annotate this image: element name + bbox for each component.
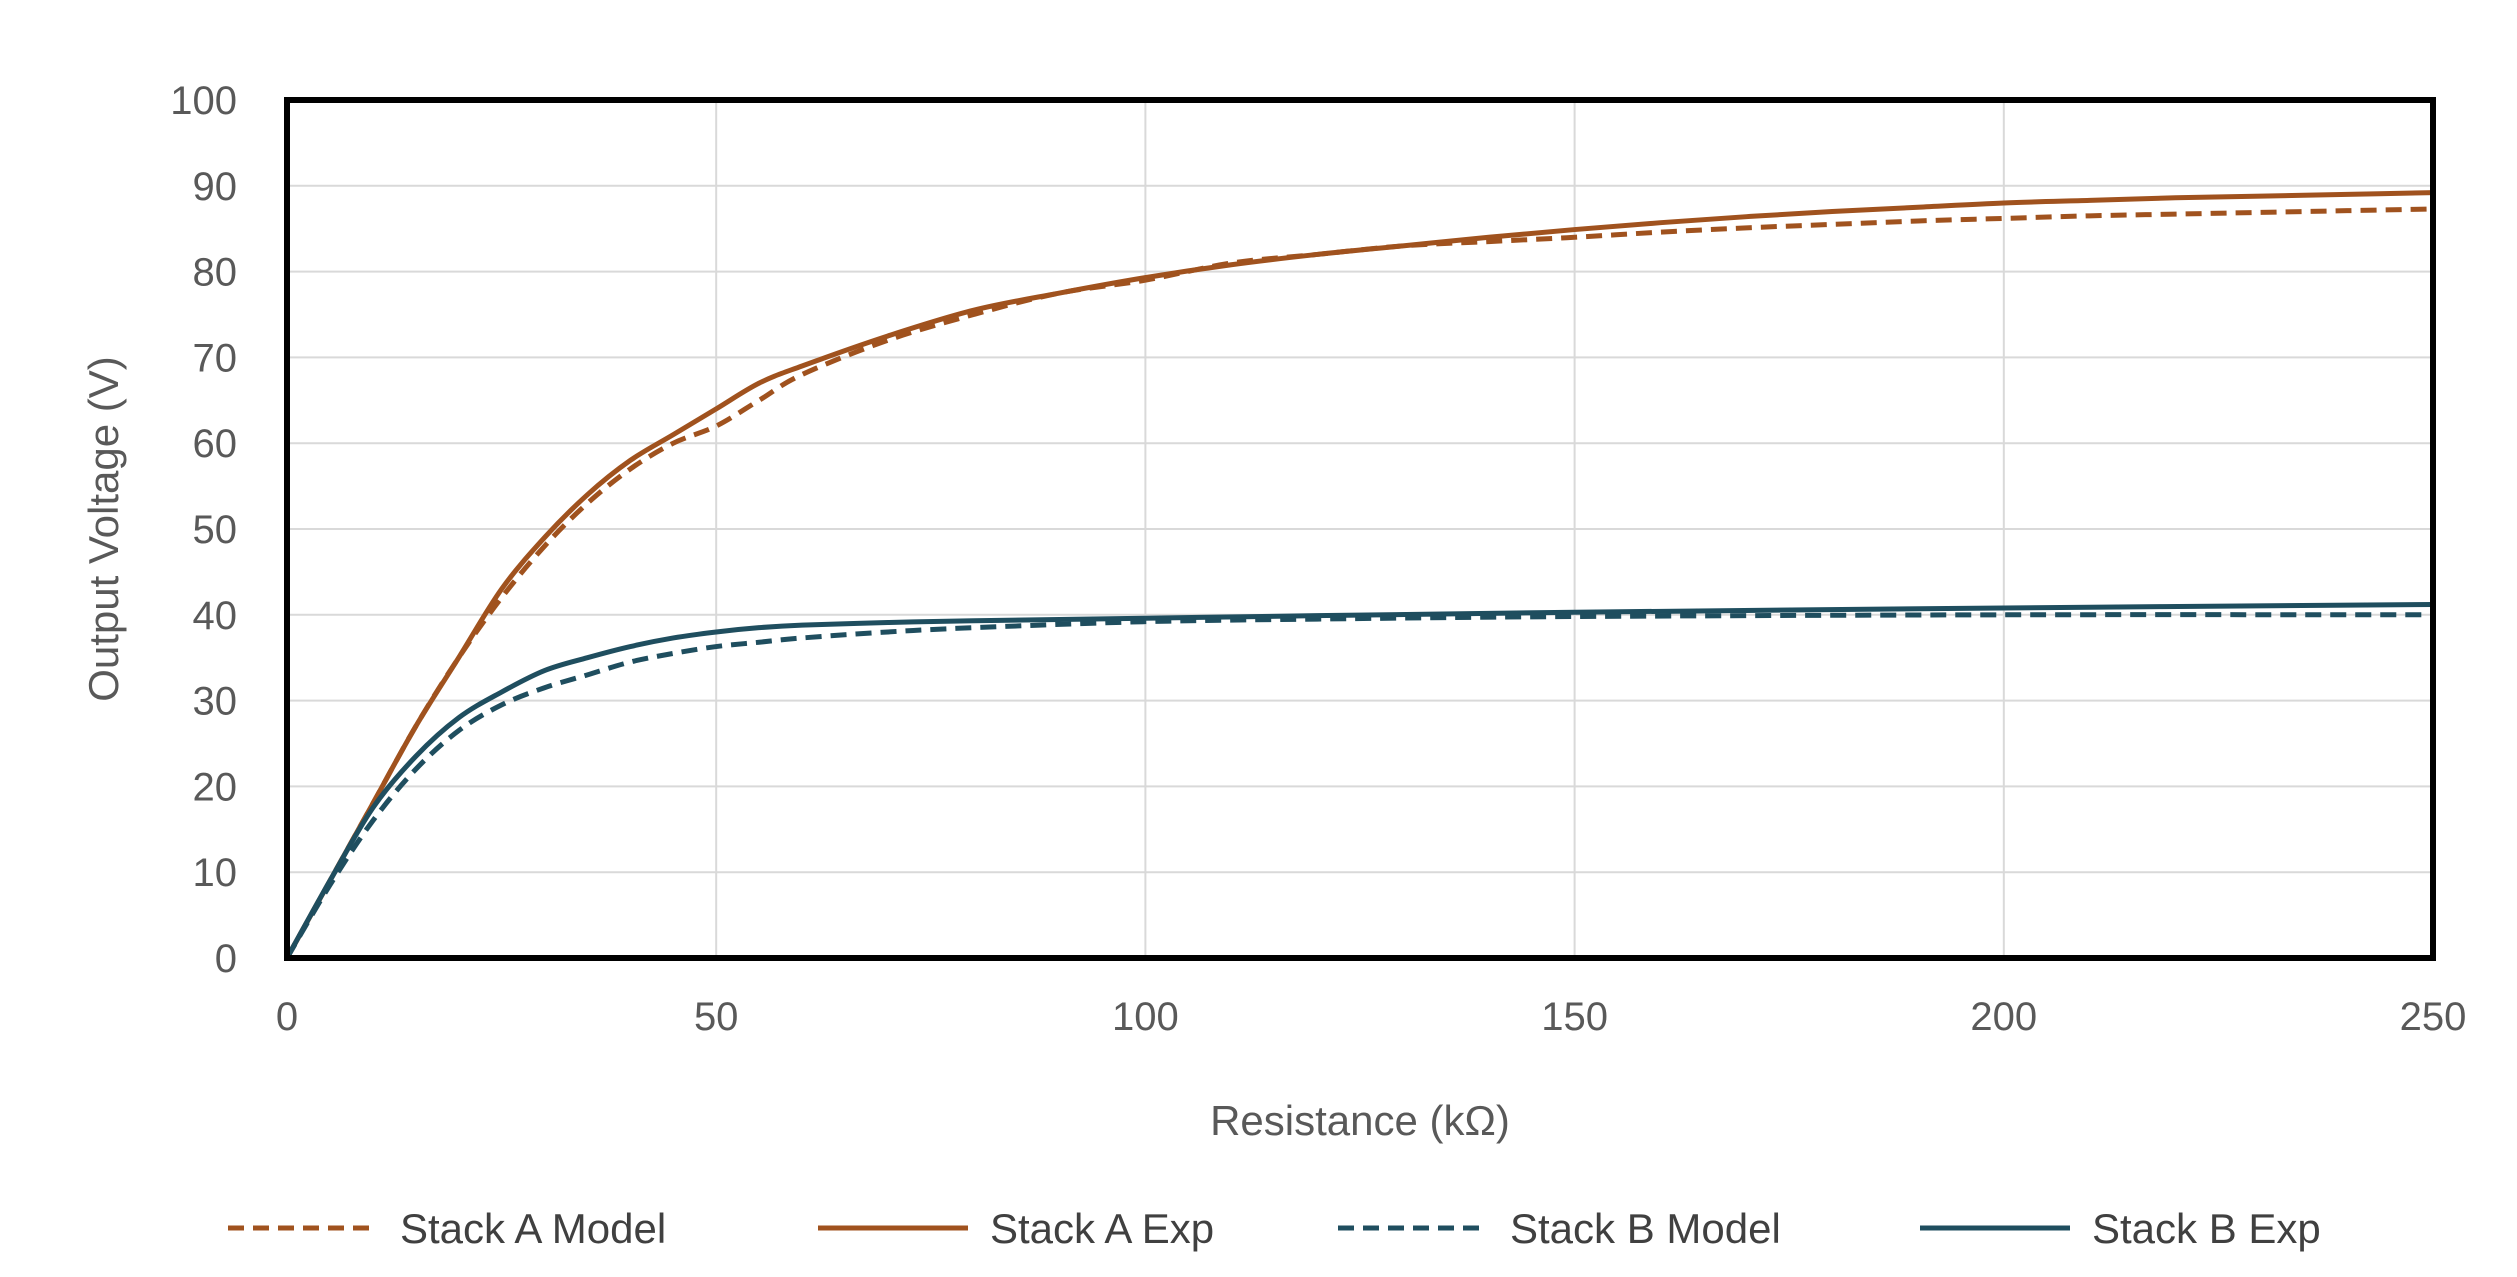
series-line-stack-a-model bbox=[284, 206, 2434, 960]
y-tick-label-9: 90 bbox=[193, 165, 238, 209]
series-line-stack-b-exp bbox=[284, 602, 2434, 960]
y-axis-tick-labels: 0 10 20 30 40 50 60 70 80 90 100 bbox=[170, 79, 237, 981]
x-tick-label-1: 50 bbox=[694, 995, 739, 1039]
x-tick-label-5: 250 bbox=[2400, 995, 2467, 1039]
x-axis-title: Resistance (kΩ) bbox=[1210, 1097, 1510, 1144]
series-lines bbox=[284, 190, 2434, 960]
y-tick-label-2: 20 bbox=[193, 765, 238, 809]
y-tick-label-6: 60 bbox=[193, 422, 238, 466]
legend-label-stack-b-model: Stack B Model bbox=[1510, 1205, 1781, 1252]
legend-label-stack-a-model: Stack A Model bbox=[400, 1205, 666, 1252]
y-tick-label-5: 50 bbox=[193, 508, 238, 552]
plot-area-frame bbox=[284, 97, 2436, 961]
series-line-stack-a-exp bbox=[284, 190, 2434, 960]
y-tick-label-3: 30 bbox=[193, 680, 238, 724]
y-axis-title: Output Voltage (V) bbox=[80, 356, 127, 702]
grid-lines bbox=[286, 99, 2434, 959]
legend-label-stack-a-exp: Stack A Exp bbox=[990, 1205, 1214, 1252]
x-tick-label-0: 0 bbox=[276, 995, 298, 1039]
legend-label-stack-b-exp: Stack B Exp bbox=[2092, 1205, 2321, 1252]
y-tick-label-7: 70 bbox=[193, 336, 238, 380]
x-tick-label-2: 100 bbox=[1112, 995, 1179, 1039]
y-tick-label-10: 100 bbox=[170, 79, 237, 123]
x-tick-label-4: 200 bbox=[1970, 995, 2037, 1039]
x-tick-label-3: 150 bbox=[1541, 995, 1608, 1039]
legend: Stack A Model Stack A Exp Stack B Model Sta… bbox=[228, 1205, 2321, 1252]
y-tick-label-8: 80 bbox=[193, 251, 238, 295]
x-axis-tick-labels: 0 50 100 150 200 250 bbox=[276, 995, 2467, 1039]
y-tick-label-4: 40 bbox=[193, 594, 238, 638]
y-tick-label-1: 10 bbox=[193, 851, 238, 895]
y-tick-label-0: 0 bbox=[215, 937, 237, 981]
